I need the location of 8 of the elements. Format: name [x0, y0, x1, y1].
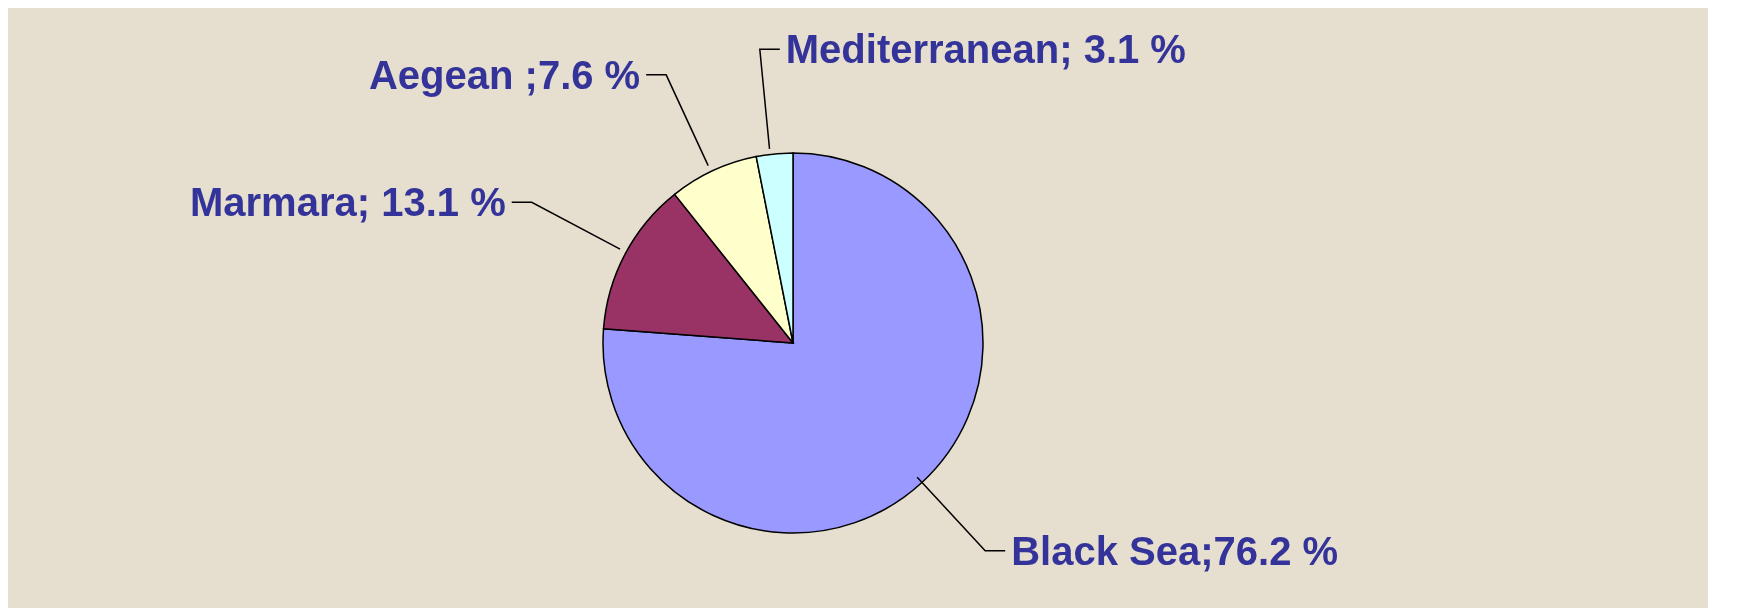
slice-label: Black Sea: [1011, 528, 1201, 573]
data-label: ; 13.1 %: [356, 180, 506, 225]
slice-label: Marmara: [189, 180, 358, 225]
data-label: ;76.2 %: [1200, 528, 1339, 573]
data-label: ; 3.1 %: [1059, 27, 1186, 72]
slice-label: Aegean: [368, 52, 514, 97]
data-label: ;7.6 %: [513, 52, 641, 97]
slice-label: Mediterranean: [785, 27, 1060, 72]
